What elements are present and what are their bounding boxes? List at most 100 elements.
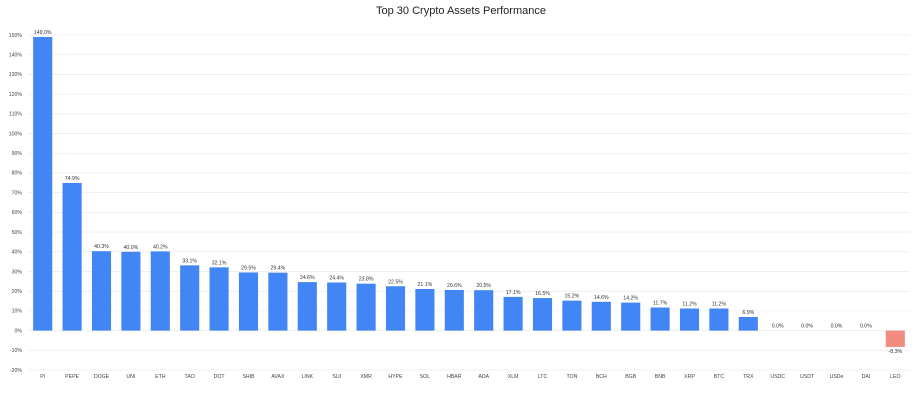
x-tick-label-avax: AVAX (271, 374, 285, 380)
x-tick-label-dot: DOT (214, 374, 226, 380)
x-tick-label-leo: LEO (890, 374, 900, 380)
x-tick-label-sui: SUI (332, 374, 341, 380)
x-tick-label-sol: SOL (420, 374, 430, 380)
bar-shib (238, 272, 259, 331)
y-tick-label: 0% (15, 328, 23, 334)
bar-btc (709, 308, 729, 331)
bar-ada (474, 290, 494, 331)
data-label-sui: 24.4% (329, 276, 344, 282)
data-label-uni: 40.0% (124, 245, 139, 251)
x-tick-label-ada: ADA (478, 374, 489, 380)
bar-pi (33, 36, 53, 331)
data-label-usdc: 0.0% (772, 324, 784, 330)
data-label-pi: 149.0% (34, 30, 52, 36)
y-tick-label: 40% (12, 250, 23, 256)
x-tick-label-hype: HYPE (388, 374, 403, 380)
bar-trx (738, 316, 758, 331)
bar-doge (91, 251, 112, 331)
y-axis-ticks: -20% -10% 0% 10% 20% 30% 40% 50% 60% 70% 80% 90% 100… (9, 33, 23, 374)
data-label-ada: 20.5% (476, 283, 491, 289)
data-label-xrp: 11.2% (682, 302, 697, 308)
data-label-pepe: 74.9% (65, 176, 80, 182)
x-tick-label-tao: TAO (185, 374, 195, 380)
x-tick-label-link: LINK (302, 374, 314, 380)
data-label-usde: 0.0% (831, 324, 843, 330)
y-tick-label: 140% (9, 53, 23, 59)
y-tick-label: 30% (12, 269, 23, 275)
bar-xmr (356, 283, 376, 331)
bar-sui (327, 282, 347, 331)
x-tick-label-usdc: USDC (770, 374, 785, 380)
x-tick-label-doge: DOGE (94, 374, 110, 380)
data-label-sol: 21.1% (418, 282, 433, 288)
data-label-ton: 15.2% (565, 294, 580, 300)
x-tick-label-shib: SHIB (242, 374, 255, 380)
data-label-bch: 14.6% (594, 295, 609, 301)
bar-bnb (650, 307, 670, 331)
x-tick-label-trx: TRX (743, 374, 754, 380)
bar-ltc (532, 298, 553, 331)
x-tick-label-bgb: BGB (625, 374, 636, 380)
x-tick-label-hbar: HBAR (447, 374, 462, 380)
data-label-trx: 6.9% (742, 310, 754, 316)
data-label-shib: 29.5% (241, 265, 256, 271)
y-tick-label: 70% (12, 190, 23, 196)
bar-xlm (503, 296, 523, 331)
x-tick-label-eth: ETH (155, 374, 166, 380)
bar-dot (209, 267, 229, 331)
data-label-xmr: 23.8% (359, 277, 374, 283)
data-label-dot: 32.1% (212, 260, 227, 266)
bars (33, 36, 905, 347)
data-label-dai: 0.0% (860, 324, 872, 330)
bar-bgb (621, 302, 641, 331)
y-tick-label: 120% (9, 92, 23, 98)
y-tick-label: 90% (12, 151, 23, 157)
data-label-ltc: 16.5% (535, 291, 550, 297)
data-labels: 149.0% 74.9% 40.3% 40.0% 40.2% 33.1% 32.1% 29.5… (34, 30, 903, 355)
y-tick-label: 130% (9, 72, 23, 78)
bar-avax (268, 272, 288, 331)
y-tick-label: 100% (9, 131, 23, 137)
bar-uni (121, 251, 141, 331)
bar-link (297, 282, 317, 331)
gridlines (28, 34, 910, 371)
data-label-doge: 40.3% (94, 244, 109, 250)
data-label-tao: 33.1% (182, 258, 197, 264)
data-label-link: 24.6% (300, 275, 315, 281)
y-tick-label: 110% (9, 112, 22, 118)
data-label-leo: -8.3% (889, 349, 903, 355)
data-label-xlm: 17.1% (506, 290, 521, 296)
data-label-avax: 29.4% (271, 266, 286, 272)
bar-tao (180, 265, 200, 331)
y-tick-label: 80% (12, 171, 23, 177)
x-tick-label-usdt: USDT (800, 374, 815, 380)
data-label-hbar: 20.6% (447, 283, 462, 289)
x-tick-label-dai: DAI (862, 374, 871, 380)
data-label-bnb: 11.7% (653, 301, 668, 307)
x-tick-label-bnb: BNB (655, 374, 666, 380)
bar-eth (150, 251, 170, 331)
x-tick-label-pi: PI (40, 374, 45, 380)
data-label-eth: 40.2% (153, 244, 168, 250)
bar-sol (415, 289, 435, 331)
data-label-btc: 11.2% (712, 302, 727, 308)
x-tick-label-xlm: XLM (508, 374, 519, 380)
bar-hbar (444, 289, 464, 331)
data-label-usdt: 0.0% (801, 324, 813, 330)
x-tick-label-btc: BTC (714, 374, 725, 380)
y-tick-label: 10% (12, 309, 23, 315)
y-tick-label: -20% (10, 368, 22, 374)
y-tick-label: 50% (12, 230, 23, 236)
x-tick-label-usde: USDe (830, 374, 844, 380)
data-label-hype: 22.5% (388, 279, 403, 285)
bar-hype (385, 286, 406, 331)
bar-ton (562, 300, 582, 331)
x-tick-label-pepe: PEPE (65, 374, 79, 380)
x-axis-ticks: PI PEPE DOGE UNI ETH TAO DOT SHIB AVAX LINK SUI XMR… (40, 374, 900, 380)
chart-title: Top 30 Crypto Assets Performance (376, 5, 546, 17)
y-tick-label: 60% (12, 210, 23, 216)
x-tick-label-bch: BCH (596, 374, 607, 380)
x-tick-label-xmr: XMR (360, 374, 372, 380)
x-tick-label-ton: TON (566, 374, 577, 380)
